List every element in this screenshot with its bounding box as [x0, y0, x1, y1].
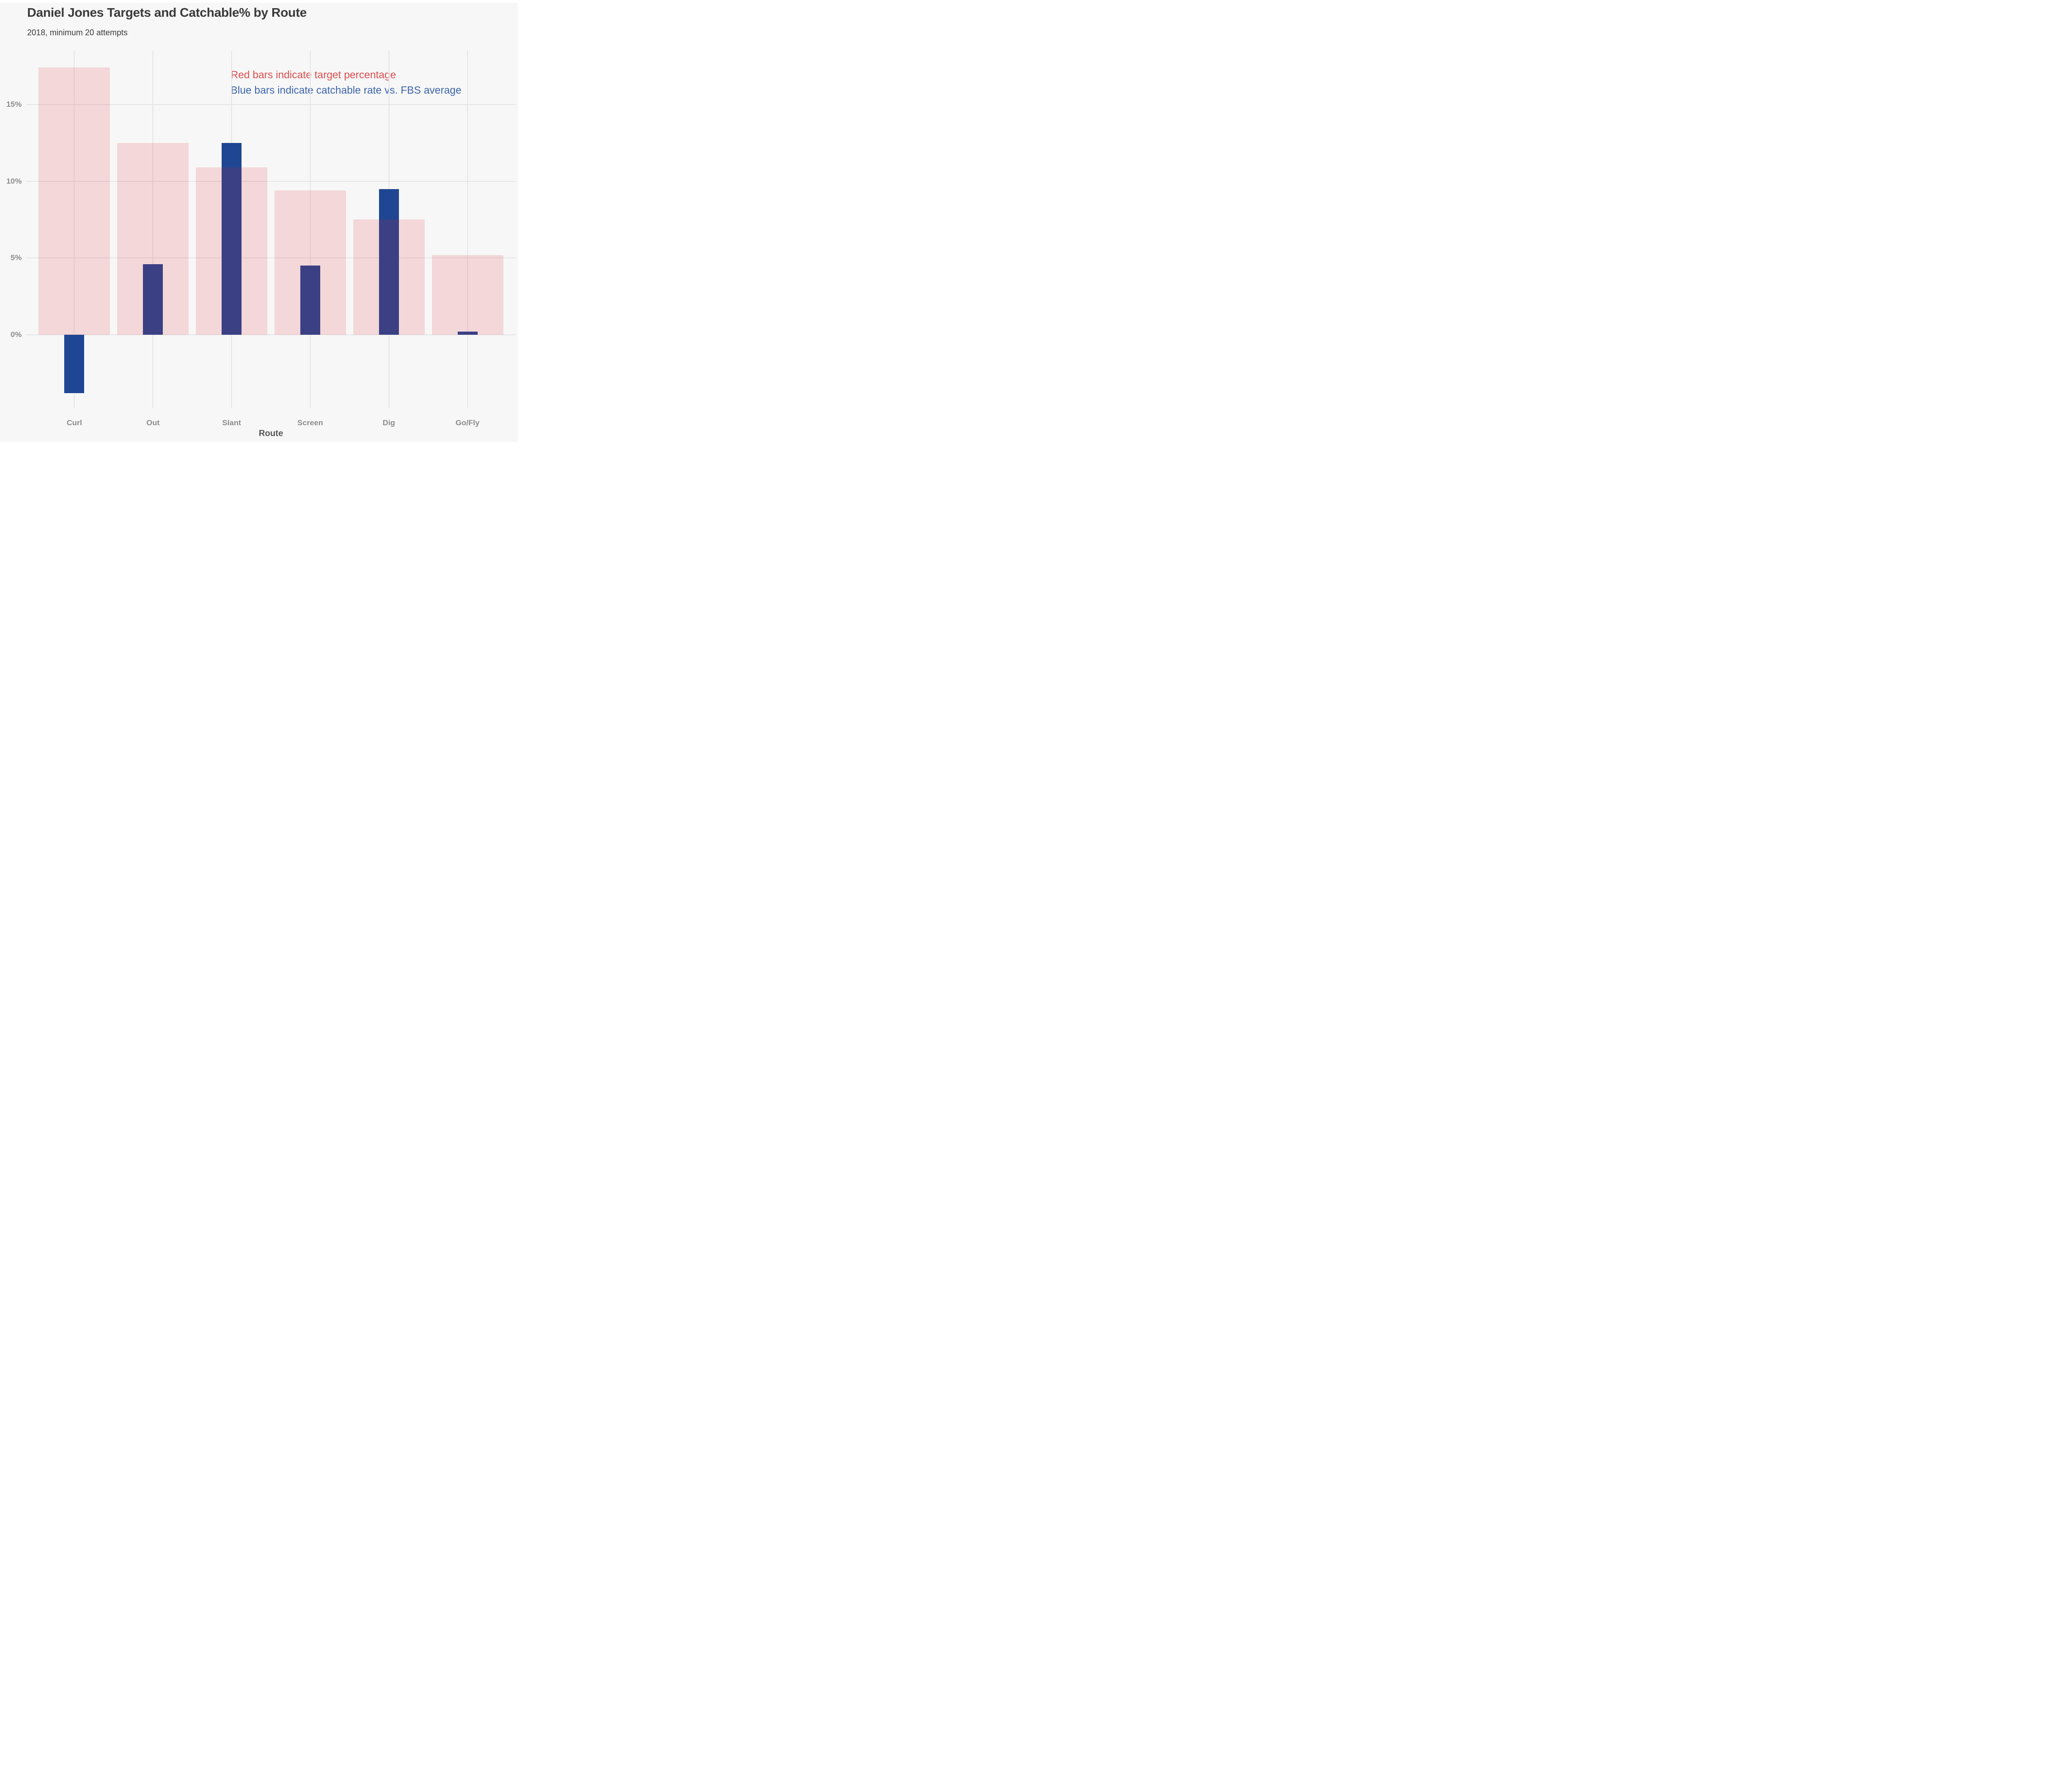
gridline-v-Screen: [309, 51, 311, 408]
gridline-v-Curl: [74, 51, 75, 408]
legend-note-blue: Blue bars indicate catchable rate vs. FB…: [231, 84, 462, 96]
bar-target-Go/Fly: [431, 255, 503, 335]
chart-title: Daniel Jones Targets and Catchable% by R…: [27, 5, 307, 19]
x-tick-label-Out: Out: [146, 418, 160, 427]
x-tick-label-Curl: Curl: [66, 418, 82, 427]
bar-target-Out: [117, 142, 189, 335]
gridline-h-0%: [26, 334, 516, 336]
bar-catchable-Out: [143, 264, 163, 335]
plot-area: [26, 51, 516, 408]
legend-note-red: Red bars indicate target percentage: [231, 69, 396, 81]
gridline-h-10%: [26, 180, 516, 182]
chart-subtitle: 2018, minimum 20 attempts: [27, 28, 128, 37]
x-axis-title: Route: [259, 429, 283, 438]
y-tick-label-15%: 15%: [6, 100, 22, 109]
x-axis: Curl Out Slant Screen Dig Go/Fly: [26, 418, 516, 429]
bar-catchable-Go/Fly: [457, 332, 478, 335]
bar-catchable-Dig: [379, 189, 399, 335]
y-tick-label-5%: 5%: [10, 253, 22, 262]
y-tick-label-10%: 10%: [6, 176, 22, 185]
bar-target-Dig: [353, 219, 425, 335]
gridline-h-5%: [26, 257, 516, 259]
x-tick-label-Screen: Screen: [297, 418, 323, 427]
x-tick-label-Slant: Slant: [222, 418, 241, 427]
bar-catchable-Screen: [300, 266, 320, 335]
x-tick-label-Dig: Dig: [383, 418, 395, 427]
gridline-h-15%: [26, 104, 516, 105]
bar-target-Slant: [195, 167, 268, 335]
x-tick-label-Go/Fly: Go/Fly: [455, 418, 480, 427]
y-axis: 0% 5% 10% 15%: [0, 51, 22, 408]
gridline-v-Go/Fly: [467, 51, 468, 408]
chart-page: Daniel Jones Targets and Catchable% by R…: [0, 0, 518, 442]
bar-target-Screen: [274, 190, 346, 335]
bar-target-Curl: [38, 67, 110, 335]
window-edge-strip: [0, 0, 518, 3]
bar-catchable-Slant: [222, 142, 242, 335]
bar-catchable-Curl: [64, 335, 85, 394]
gridline-v-Out: [152, 51, 154, 408]
y-tick-label-0%: 0%: [10, 330, 22, 339]
legend-annotation: Red bars indicate target percentage Blue…: [231, 67, 461, 98]
